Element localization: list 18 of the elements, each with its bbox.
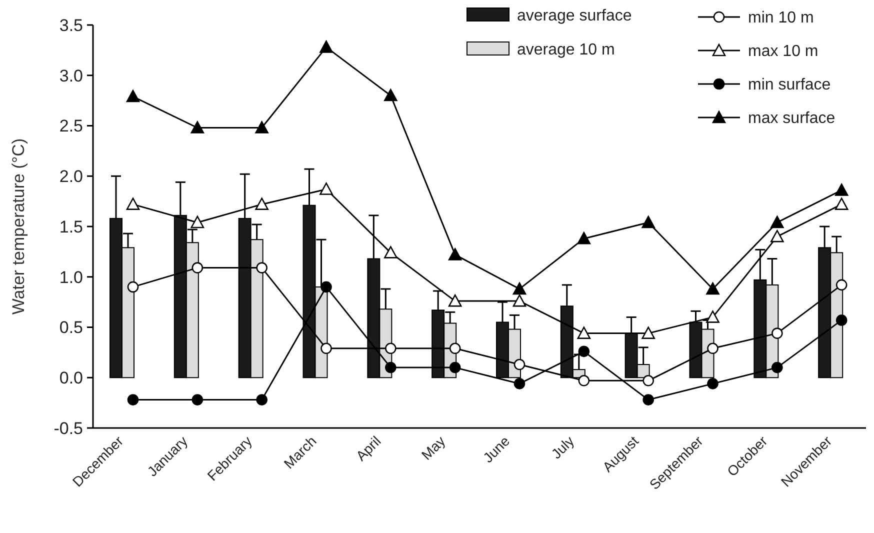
legend-label: min 10 m — [748, 10, 814, 27]
y-axis-title: Water temperature (°C) — [9, 138, 28, 315]
y-tick-label: 3.0 — [59, 66, 83, 86]
y-tick-label: 1.5 — [59, 217, 83, 236]
y-tick-label: -0.5 — [54, 418, 83, 438]
y-tick-label: 2.0 — [59, 167, 83, 186]
legend-label: max 10 m — [748, 43, 818, 60]
legend-label: min surface — [748, 76, 831, 94]
y-tick-label: 3.5 — [59, 16, 83, 35]
y-tick-label: 0.0 — [59, 368, 83, 388]
x-tick-label: May — [418, 432, 448, 463]
y-tick-label: 2.5 — [59, 116, 83, 136]
x-tick-label: July — [548, 432, 578, 462]
legend-label: average surface — [517, 8, 632, 25]
legend-label: max surface — [748, 110, 836, 128]
legend-label: average 10 m — [517, 42, 615, 59]
y-tick-label: 1.0 — [59, 268, 83, 287]
y-tick-label: 0.5 — [59, 318, 83, 338]
